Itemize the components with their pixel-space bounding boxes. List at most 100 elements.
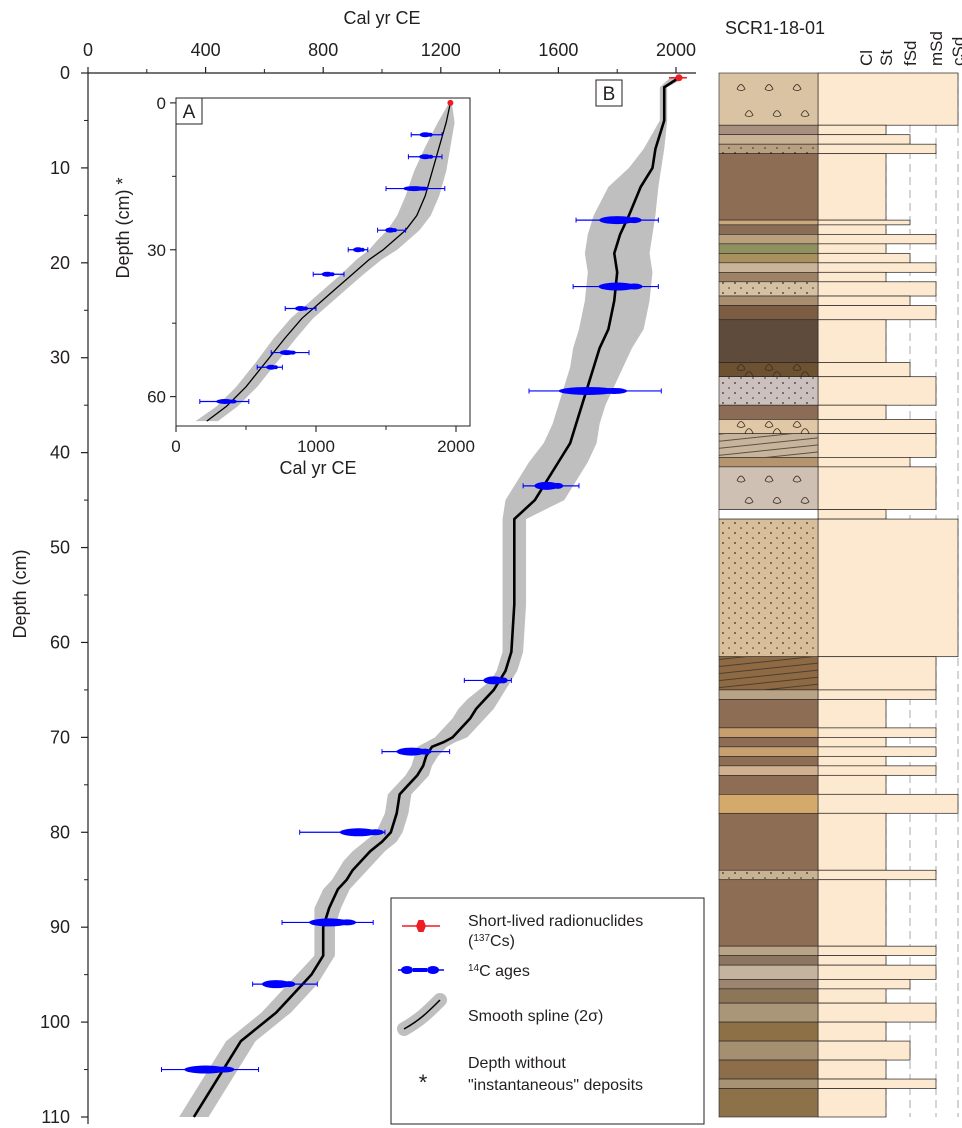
grain-size-headers: Cl St fSd mSd cSd — [857, 31, 962, 66]
core-unit-dots — [719, 870, 818, 880]
c14-age-mark — [309, 918, 350, 927]
c14-ages-inset — [199, 99, 454, 405]
grain-bar-39 — [817, 955, 887, 966]
core-unit-25 — [718, 656, 819, 691]
shell-icon — [764, 421, 774, 428]
core-unit-37 — [718, 879, 819, 947]
c14-age-mark — [598, 282, 636, 291]
core-unit-38 — [718, 945, 819, 956]
shell-icon — [736, 364, 746, 371]
spline-envelope-main — [179, 77, 685, 1117]
grain-bar-16 — [817, 362, 911, 378]
main-axes: 0 400 800 1200 1600 2000 0 10 20 30 40 50 60 70 80 90 10… — [40, 40, 696, 1127]
core-unit-39 — [718, 955, 819, 966]
main-y-tick-label: 30 — [50, 348, 70, 368]
main-y-axis-label: Depth (cm) — [10, 549, 30, 638]
c14-age-2 — [528, 386, 662, 395]
c14-age-mark — [216, 399, 234, 405]
grain-bar-13 — [817, 295, 911, 306]
grain-bar-27 — [817, 699, 887, 729]
core-unit-24 — [718, 518, 819, 657]
c14-age-mark-secondary — [418, 186, 429, 191]
shell-icon — [736, 84, 746, 91]
c14-age-mark — [279, 350, 294, 356]
shell-icon — [792, 364, 802, 371]
c14-age-1 — [407, 154, 443, 160]
grain-bar-45 — [817, 1040, 911, 1061]
grain-bar-29 — [817, 737, 887, 748]
core-unit-41 — [718, 979, 819, 990]
c14-age-mark-secondary — [427, 132, 433, 137]
main-y-tick-label: 50 — [50, 538, 70, 558]
c14-ages-main — [161, 74, 687, 1074]
c14-age-1 — [572, 282, 659, 291]
core-unit-28 — [718, 727, 819, 738]
grain-bar-37 — [817, 879, 887, 947]
grain-bar-20 — [817, 433, 937, 458]
core-unit-31 — [718, 756, 819, 767]
grain-header-msd: mSd — [927, 31, 946, 66]
grain-bar-40 — [817, 964, 937, 980]
core-unit-15 — [718, 319, 819, 363]
core-unit-fill — [718, 1002, 819, 1023]
c14-age-mark — [295, 306, 307, 312]
c14-age-mark-secondary — [215, 1066, 235, 1073]
c14-age-mark-secondary — [329, 272, 335, 277]
core-unit-dots — [719, 281, 818, 297]
core-unit-fill — [718, 219, 819, 226]
core-unit-32 — [718, 765, 819, 776]
grain-bar-31 — [817, 755, 887, 767]
core-unit-fill — [718, 243, 819, 254]
grain-bar-4 — [817, 153, 887, 221]
grain-bar-11 — [817, 271, 887, 283]
core-unit-11 — [718, 272, 819, 283]
c14-age-mark — [339, 828, 378, 837]
core-unit-fill — [718, 509, 819, 520]
core-unit-fill — [718, 737, 819, 748]
shell-icon — [792, 475, 802, 483]
core-unit-35 — [718, 812, 819, 871]
c14-age-mark — [419, 132, 431, 138]
grain-bar-2 — [817, 134, 911, 145]
grain-bar-22 — [817, 466, 937, 510]
grain-bar-15 — [817, 319, 887, 363]
core-unit-42 — [718, 988, 819, 1004]
core-unit-laminae — [719, 433, 818, 458]
core-title: SCR1-18-01 — [725, 18, 825, 38]
core-unit-fill — [718, 1059, 819, 1080]
grain-bar-26 — [817, 689, 937, 700]
c14-age-mark-secondary — [498, 677, 508, 684]
panel-b-box — [595, 79, 623, 107]
main-plot-panel-b: 0 400 800 1200 1600 2000 0 10 20 30 40 50 60 70 80 90 10… — [10, 8, 696, 1127]
core-unit-fill — [718, 153, 819, 221]
grain-bar-35 — [817, 812, 887, 871]
legend-c14-label: 14C ages — [468, 963, 530, 981]
core-unit-44 — [718, 1021, 819, 1042]
core-unit-9 — [718, 253, 819, 264]
core-unit-22 — [718, 466, 819, 510]
core-unit-14 — [718, 305, 819, 321]
grain-bar-34 — [817, 793, 959, 814]
cs137-marker — [675, 74, 683, 82]
core-unit-fill — [718, 72, 819, 126]
core-unit-fill — [718, 124, 819, 135]
c14-age-2 — [385, 186, 446, 192]
core-unit-27 — [718, 699, 819, 729]
panel-b-label: B — [595, 79, 623, 107]
shell-icon — [744, 497, 754, 504]
c14-age-mark-secondary — [282, 981, 296, 988]
grain-header-st: St — [877, 50, 896, 66]
core-unit-fill — [718, 224, 819, 235]
main-y-tick-label: 100 — [40, 1012, 70, 1032]
c14-age-0 — [410, 132, 443, 138]
core-unit-29 — [718, 737, 819, 748]
c14-age-mark — [534, 481, 559, 490]
c14-age-mark — [419, 154, 432, 160]
legend-spline-label: Smooth spline (2σ) — [468, 1008, 603, 1025]
inset-axes: 0 1000 2000 0 30 60 — [147, 94, 475, 456]
legend: Short-lived radionuclides (137Cs) 14C ag… — [390, 897, 705, 1125]
main-y-tick-label: 90 — [50, 917, 70, 937]
c14-age-mark — [403, 186, 425, 192]
legend-spline-line — [403, 999, 441, 1030]
core-unit-dots — [719, 144, 818, 154]
